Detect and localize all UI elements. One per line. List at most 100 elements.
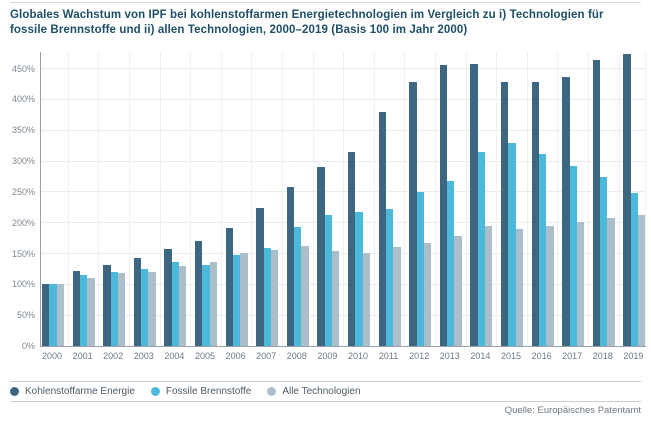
bar-group-2018 bbox=[592, 52, 615, 346]
x-tick-label: 2005 bbox=[194, 351, 216, 361]
fossile-brennstoffe-bar bbox=[630, 192, 639, 346]
kohlenstoffarme-energie-bar bbox=[317, 167, 325, 346]
bar-group-2001 bbox=[72, 52, 95, 346]
y-tick-label: 200% bbox=[11, 217, 35, 228]
v-gridline bbox=[618, 52, 620, 346]
v-gridline bbox=[98, 52, 100, 346]
v-gridline bbox=[282, 52, 283, 346]
fossile-brennstoffe-bar bbox=[232, 254, 241, 346]
bar-group-2010 bbox=[348, 52, 370, 346]
alle-technologien-bar bbox=[362, 252, 370, 346]
fossile-brennstoffe-bar bbox=[538, 154, 547, 346]
bar-group-2006 bbox=[225, 52, 248, 346]
fossile-brennstoffe-bar bbox=[600, 176, 608, 346]
x-tick-label: 2015 bbox=[500, 351, 522, 361]
fossile-brennstoffe-bar bbox=[569, 166, 577, 346]
fossile-brennstoffe-bar bbox=[416, 191, 424, 346]
legend-item-alle-technologien: Alle Technologien bbox=[267, 386, 361, 397]
v-gridline bbox=[645, 52, 646, 346]
alle-technologien-bar bbox=[270, 249, 279, 346]
y-tick-label: 400% bbox=[11, 94, 35, 105]
fossile-brennstoffe-bar bbox=[202, 264, 210, 346]
alle-technologien-bar bbox=[393, 247, 401, 346]
alle-technologien-bar bbox=[56, 284, 64, 346]
kohlenstoffarme-energie-bar bbox=[470, 63, 478, 346]
kohlenstoffarme-energie-bar bbox=[195, 240, 203, 346]
fossile-brennstoffe-bar bbox=[355, 212, 363, 346]
alle-technologien-bar bbox=[423, 243, 432, 346]
alle-technologien-bar bbox=[454, 235, 462, 346]
alle-technologien-bar bbox=[117, 273, 126, 346]
alle-technologien-bar bbox=[301, 245, 309, 346]
alle-technologien-bar bbox=[546, 225, 554, 346]
v-gridline bbox=[251, 52, 253, 346]
y-tick-label: 150% bbox=[11, 248, 35, 259]
alle-technologien-bar bbox=[332, 251, 340, 346]
y-tick-label: 350% bbox=[11, 125, 35, 136]
v-gridline bbox=[435, 52, 436, 346]
kohlenstoffarme-energie-bar bbox=[72, 271, 80, 346]
x-tick-label: 2011 bbox=[378, 351, 399, 361]
x-tick-label: 2001 bbox=[72, 351, 93, 361]
fossile-brennstoffe-bar bbox=[263, 248, 271, 346]
kohlenstoffarme-energie-bar bbox=[286, 186, 295, 346]
y-tick-label: 300% bbox=[11, 156, 35, 167]
legend-marker-icon bbox=[10, 386, 19, 396]
kohlenstoffarme-energie-bar bbox=[531, 82, 539, 346]
legend: Kohlenstoffarme Energie Fossile Brennstof… bbox=[10, 385, 361, 397]
bar-group-2002 bbox=[103, 52, 126, 346]
v-gridline bbox=[190, 52, 192, 346]
legend-marker-icon bbox=[150, 386, 160, 396]
kohlenstoffarme-energie-bar bbox=[164, 249, 172, 346]
y-tick-label: 100% bbox=[11, 279, 35, 290]
v-gridline bbox=[526, 52, 528, 346]
source-divider bbox=[10, 401, 641, 402]
v-gridline bbox=[343, 52, 345, 346]
chart-title: Globales Wachstum von IPF bei kohlenstof… bbox=[10, 9, 604, 37]
fossile-brennstoffe-bar bbox=[324, 214, 333, 346]
kohlenstoffarme-energie-bar bbox=[439, 64, 448, 346]
x-tick-label: 2009 bbox=[317, 351, 338, 361]
alle-technologien-bar bbox=[179, 265, 187, 346]
legend-item-kohlenstoffarme-energie: Kohlenstoffarme Energie bbox=[10, 386, 135, 397]
legend-label: Fossile Brennstoffe bbox=[165, 385, 252, 397]
alle-technologien-bar bbox=[148, 272, 156, 346]
v-gridline bbox=[220, 52, 222, 346]
v-gridline bbox=[404, 52, 406, 346]
bar-group-2017 bbox=[562, 52, 585, 346]
bar-group-2003 bbox=[133, 52, 156, 346]
fossile-brennstoffe-bar bbox=[294, 227, 302, 346]
legend-marker-icon bbox=[267, 386, 277, 396]
fossile-brennstoffe-bar bbox=[110, 272, 118, 346]
alle-technologien-bar bbox=[240, 252, 248, 346]
alle-technologien-bar bbox=[576, 222, 585, 346]
v-gridline bbox=[129, 52, 130, 346]
kohlenstoffarme-energie-bar bbox=[256, 207, 264, 346]
fossile-brennstoffe-bar bbox=[385, 209, 394, 346]
x-tick-label: 2004 bbox=[164, 351, 185, 361]
x-tick-label: 2006 bbox=[225, 351, 246, 361]
bar-group-2015 bbox=[501, 52, 523, 346]
x-tick-label: 2018 bbox=[592, 351, 613, 361]
y-tick-label: 450% bbox=[11, 63, 35, 74]
kohlenstoffarme-energie-bar bbox=[103, 265, 111, 346]
v-gridline bbox=[588, 52, 589, 346]
fossile-brennstoffe-bar bbox=[447, 181, 455, 346]
alle-technologien-bar bbox=[485, 226, 493, 346]
bar-group-2000 bbox=[42, 52, 64, 346]
source-credit: Quelle: Europäisches Patentamt bbox=[504, 405, 641, 416]
kohlenstoffarme-energie-bar bbox=[409, 82, 417, 346]
kohlenstoffarme-energie-bar bbox=[623, 54, 631, 346]
fossile-brennstoffe-bar bbox=[508, 143, 516, 346]
y-tick-label: 250% bbox=[11, 186, 35, 197]
x-tick-label: 2008 bbox=[286, 351, 307, 361]
alle-technologien-bar bbox=[607, 217, 615, 346]
v-gridline bbox=[496, 52, 498, 346]
fossile-brennstoffe-bar bbox=[79, 274, 88, 346]
fossile-brennstoffe-bar bbox=[171, 261, 180, 346]
x-tick-label: 2016 bbox=[531, 351, 552, 361]
legend-top-divider bbox=[10, 381, 641, 382]
v-gridline bbox=[67, 52, 69, 346]
kohlenstoffarme-energie-bar bbox=[562, 76, 570, 346]
plot-area bbox=[40, 52, 646, 347]
